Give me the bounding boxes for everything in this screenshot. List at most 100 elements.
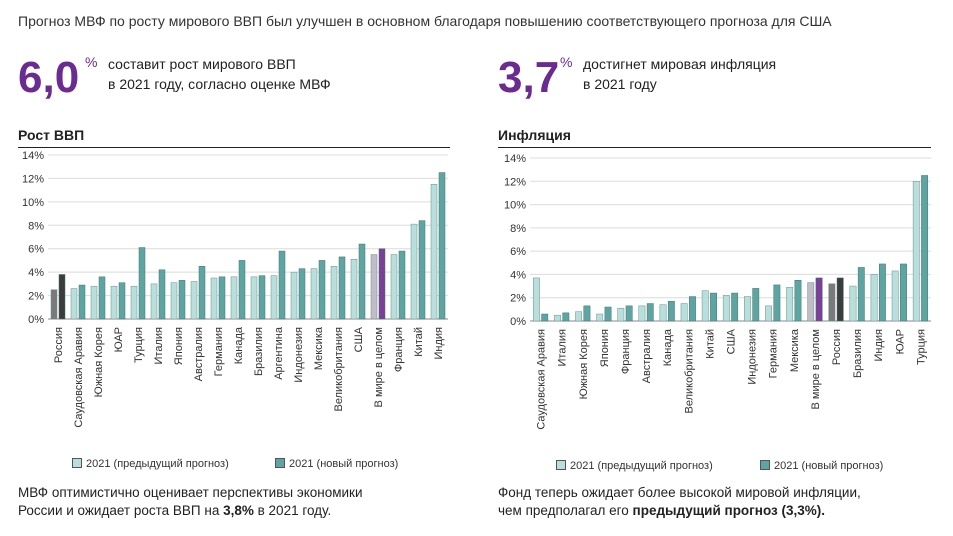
gdp-legend-prev: 2021 (предыдущий прогноз) bbox=[72, 458, 229, 470]
x-tick-label: Италия bbox=[557, 329, 569, 367]
right-stat-line1: достигнет мировая инфляция bbox=[583, 56, 777, 72]
bar-new bbox=[298, 268, 306, 320]
y-tick-label: 10% bbox=[22, 197, 44, 209]
x-tick-label: Россия bbox=[831, 329, 843, 365]
bar-new bbox=[398, 250, 406, 320]
bar-prev bbox=[912, 181, 920, 322]
x-tick-label: Япония bbox=[173, 327, 185, 365]
x-tick-label: ЮАР bbox=[113, 327, 125, 352]
x-tick-label: Мексика bbox=[789, 328, 801, 372]
x-tick-label: Япония bbox=[599, 329, 611, 367]
x-tick-label: Австралия bbox=[641, 329, 653, 383]
left-note-line2: России и ожидает роста ВВП на 3,8% в 202… bbox=[18, 502, 363, 520]
bar-new bbox=[562, 312, 570, 322]
bar-new bbox=[58, 274, 66, 320]
bar-new bbox=[794, 280, 802, 322]
bar-prev bbox=[828, 283, 836, 322]
bar-new bbox=[258, 275, 266, 320]
bar-new bbox=[900, 263, 907, 322]
bar-new bbox=[238, 260, 246, 320]
x-tick-label: Аргентина bbox=[273, 326, 285, 380]
bar-new bbox=[878, 263, 886, 322]
bar-prev bbox=[70, 288, 78, 320]
bar-new bbox=[815, 277, 823, 322]
x-tick-label: Индия bbox=[433, 327, 445, 360]
x-tick-label: США bbox=[726, 328, 738, 354]
bar-new bbox=[218, 276, 226, 320]
bar-prev bbox=[870, 274, 878, 322]
bar-prev bbox=[250, 276, 258, 320]
x-tick-label: Россия bbox=[53, 327, 65, 363]
bar-new bbox=[278, 250, 286, 320]
bar-new bbox=[857, 267, 865, 322]
left-note-bold: 3,8% bbox=[223, 503, 254, 518]
x-tick-label: Канада bbox=[662, 328, 674, 366]
bar-new bbox=[710, 292, 717, 322]
bar-prev bbox=[765, 305, 772, 322]
right-stat-unit: % bbox=[560, 54, 573, 70]
bar-new bbox=[604, 306, 612, 322]
y-tick-label: 14% bbox=[22, 150, 44, 162]
bar-prev bbox=[150, 283, 158, 320]
right-note-line2: чем предполагал его предыдущий прогноз (… bbox=[498, 502, 861, 520]
x-tick-label: Турция bbox=[915, 329, 927, 365]
bar-prev bbox=[210, 277, 218, 320]
x-tick-label: Великобритания bbox=[333, 327, 345, 412]
bar-prev bbox=[575, 311, 583, 322]
x-tick-label: Бразилия bbox=[852, 329, 864, 378]
left-stat-line2: в 2021 году, согласно оценке МВФ bbox=[108, 76, 331, 92]
bar-prev bbox=[270, 275, 278, 320]
x-tick-label: Франция bbox=[393, 327, 405, 372]
x-tick-label: Саудовская Аравия bbox=[73, 327, 85, 428]
bar-new bbox=[158, 269, 166, 320]
bar-prev bbox=[170, 282, 178, 320]
bar-prev bbox=[807, 282, 815, 322]
y-tick-label: 14% bbox=[504, 153, 526, 165]
bar-prev bbox=[410, 223, 418, 320]
inflation-legend-prev: 2021 (предыдущий прогноз) bbox=[556, 460, 713, 472]
x-tick-label: Китай bbox=[413, 327, 425, 357]
bar-prev bbox=[390, 254, 398, 320]
x-tick-label: Южная Корея bbox=[578, 329, 590, 399]
y-tick-label: 10% bbox=[504, 200, 526, 212]
right-stat-line2: в 2021 году bbox=[583, 76, 657, 92]
right-note-bold: предыдущий прогноз (3,3%). bbox=[632, 503, 826, 518]
headline: Прогноз МВФ по росту мирового ВВП был ул… bbox=[18, 13, 832, 29]
bar-new bbox=[625, 305, 633, 322]
x-tick-label: Германия bbox=[768, 329, 780, 378]
y-tick-label: 8% bbox=[510, 223, 526, 235]
bar-prev bbox=[230, 276, 238, 320]
left-stat-unit: % bbox=[85, 54, 98, 70]
bar-new bbox=[98, 276, 106, 320]
left-stat-line1: составит рост мирового ВВП bbox=[108, 56, 296, 72]
y-tick-label: 4% bbox=[28, 267, 44, 279]
x-tick-label: Китай bbox=[704, 329, 716, 359]
bar-prev bbox=[617, 307, 625, 322]
bar-new bbox=[836, 277, 844, 322]
x-tick-label: ЮАР bbox=[894, 329, 906, 354]
inflation-chart-title: Инфляция bbox=[498, 127, 571, 143]
bar-prev bbox=[50, 289, 58, 320]
bar-prev bbox=[532, 277, 540, 322]
bar-prev bbox=[430, 184, 438, 320]
bar-new bbox=[138, 247, 146, 320]
x-tick-label: В мире в целом bbox=[810, 329, 822, 409]
left-note-tail: в 2021 году. bbox=[253, 503, 332, 518]
bar-new bbox=[541, 313, 549, 322]
gdp-legend-new: 2021 (новый прогноз) bbox=[275, 458, 398, 470]
legend-label-prev: 2021 (предыдущий прогноз) bbox=[86, 458, 229, 470]
y-tick-label: 12% bbox=[504, 176, 526, 188]
x-tick-label: США bbox=[353, 326, 365, 352]
x-tick-label: Индонезия bbox=[293, 327, 305, 383]
left-stat-text: составит рост мирового ВВП в 2021 году, … bbox=[108, 54, 331, 94]
legend-swatch-new bbox=[275, 458, 285, 468]
bar-new bbox=[378, 248, 386, 320]
x-tick-label: Индия bbox=[873, 329, 885, 362]
bar-new bbox=[689, 296, 696, 322]
bar-prev bbox=[638, 305, 646, 322]
inflation-chart: 0% 2% 4% 6% 8% 10% 12% 14% Саудовская Аравия Итал… bbox=[504, 153, 931, 430]
bar-prev bbox=[849, 285, 857, 322]
left-note-text: России и ожидает роста ВВП на bbox=[18, 503, 224, 518]
y-tick-label: 2% bbox=[28, 291, 44, 303]
bar-prev bbox=[596, 313, 604, 322]
